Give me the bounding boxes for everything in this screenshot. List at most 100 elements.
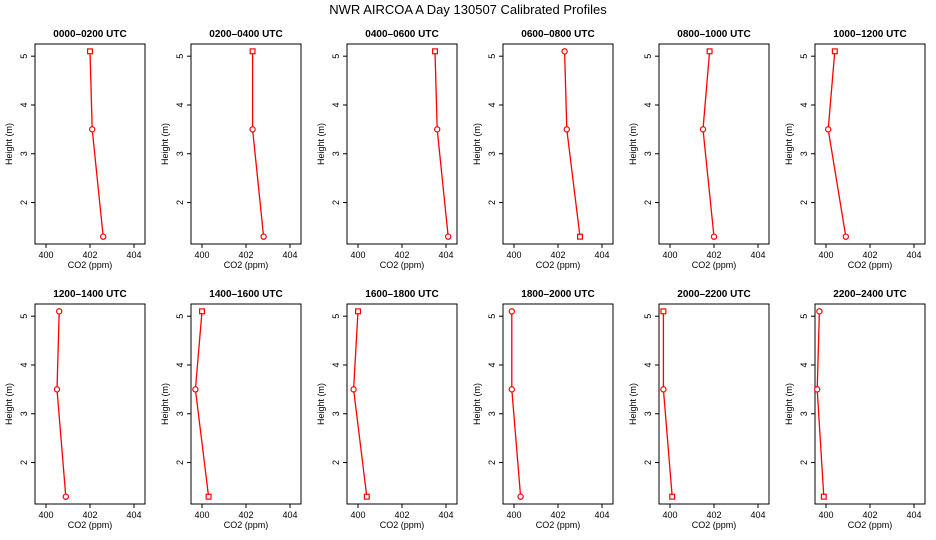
y-tick-label: 3 xyxy=(331,411,341,416)
profile-line xyxy=(194,311,210,497)
y-axis-label: Height (m) xyxy=(784,383,794,425)
panel-7: 1200–1400 UTC 400 402 404 2 3 4 5 CO2 (ppm) Heigh… xyxy=(4,289,146,530)
profile-line xyxy=(816,311,825,497)
data-point xyxy=(350,386,357,393)
y-axis-label: Height (m) xyxy=(4,123,14,165)
y-tick-label: 2 xyxy=(19,200,29,205)
x-tick-label: 404 xyxy=(438,250,453,260)
panel-2: 0200–0400 UTC 400 402 404 2 3 4 5 CO2 (ppm) Heigh… xyxy=(160,29,302,270)
x-tick-label: 402 xyxy=(82,510,97,520)
x-tick-label: 404 xyxy=(594,250,609,260)
y-tick-label: 3 xyxy=(643,411,653,416)
x-tick-label: 400 xyxy=(350,510,365,520)
y-tick-label: 5 xyxy=(331,314,341,319)
data-point xyxy=(508,308,515,315)
x-axis-label: CO2 (ppm) xyxy=(692,260,737,270)
x-tick-label: 402 xyxy=(82,250,97,260)
x-tick-label: 402 xyxy=(394,510,409,520)
y-tick-label: 4 xyxy=(799,362,809,367)
data-point xyxy=(825,126,832,133)
y-tick-label: 4 xyxy=(19,362,29,367)
data-point xyxy=(205,493,212,500)
x-tick-label: 404 xyxy=(750,250,765,260)
plot-frame xyxy=(190,43,302,245)
panel-title: 0200–0400 UTC xyxy=(209,29,282,40)
data-point xyxy=(816,308,823,315)
y-tick-label: 2 xyxy=(19,460,29,465)
y-tick-label: 2 xyxy=(643,460,653,465)
data-point xyxy=(699,126,707,133)
profile-line xyxy=(702,51,715,237)
plot-frame xyxy=(34,303,146,505)
data-point xyxy=(660,308,667,315)
x-tick-label: 404 xyxy=(594,510,609,520)
panel-11: 2000–2200 UTC 400 402 404 2 3 4 5 CO2 (ppm) Heigh… xyxy=(628,289,770,530)
y-tick-label: 5 xyxy=(175,54,185,59)
panel-title: 2200–2400 UTC xyxy=(833,289,906,300)
x-tick-label: 402 xyxy=(238,510,253,520)
profile-line xyxy=(434,51,449,237)
y-tick-label: 4 xyxy=(487,362,497,367)
data-point xyxy=(355,308,362,315)
y-tick-label: 5 xyxy=(175,314,185,319)
x-tick-label: 400 xyxy=(506,250,521,260)
x-tick-label: 400 xyxy=(194,510,209,520)
y-tick-label: 2 xyxy=(487,200,497,205)
data-point xyxy=(192,386,199,393)
y-tick-label: 2 xyxy=(175,200,185,205)
y-tick-label: 3 xyxy=(331,151,341,156)
plot-frame xyxy=(814,43,926,245)
profile-line xyxy=(89,51,104,237)
figure-title: NWR AIRCOA A Day 130507 Calibrated Profi… xyxy=(329,2,607,17)
data-point xyxy=(831,48,838,55)
y-tick-label: 5 xyxy=(487,54,497,59)
y-axis-label: Height (m) xyxy=(472,383,482,425)
panel-title: 0800–1000 UTC xyxy=(677,29,750,40)
y-axis-label: Height (m) xyxy=(628,383,638,425)
y-axis-label: Height (m) xyxy=(472,123,482,165)
x-tick-label: 400 xyxy=(662,250,677,260)
data-point xyxy=(669,493,676,500)
y-tick-label: 4 xyxy=(175,102,185,107)
plot-frame xyxy=(346,43,458,245)
x-axis-label: CO2 (ppm) xyxy=(68,520,113,530)
x-tick-label: 402 xyxy=(394,250,409,260)
data-point xyxy=(561,48,568,55)
y-tick-label: 2 xyxy=(331,460,341,465)
y-tick-label: 2 xyxy=(799,460,809,465)
x-tick-label: 404 xyxy=(906,250,921,260)
panel-title: 1800–2000 UTC xyxy=(521,289,594,300)
x-tick-label: 404 xyxy=(282,510,297,520)
x-tick-label: 404 xyxy=(126,250,141,260)
plot-frame xyxy=(658,303,770,505)
y-tick-label: 3 xyxy=(19,411,29,416)
profile-line xyxy=(511,311,522,497)
y-tick-label: 5 xyxy=(19,314,29,319)
y-tick-label: 3 xyxy=(643,151,653,156)
y-tick-label: 5 xyxy=(799,314,809,319)
x-tick-label: 400 xyxy=(194,250,209,260)
data-point xyxy=(249,48,256,55)
y-tick-label: 3 xyxy=(175,151,185,156)
y-tick-label: 3 xyxy=(19,151,29,156)
y-axis-label: Height (m) xyxy=(628,123,638,165)
y-tick-label: 4 xyxy=(331,102,341,107)
x-axis-label: CO2 (ppm) xyxy=(380,520,425,530)
x-tick-label: 404 xyxy=(438,510,453,520)
data-point xyxy=(842,233,850,240)
y-axis-label: Height (m) xyxy=(160,123,170,165)
panel-title: 1600–1800 UTC xyxy=(365,289,438,300)
y-tick-label: 5 xyxy=(487,314,497,319)
y-tick-label: 5 xyxy=(19,54,29,59)
x-tick-label: 402 xyxy=(238,250,253,260)
panel-5: 0800–1000 UTC 400 402 404 2 3 4 5 CO2 (ppm) Heigh… xyxy=(628,29,770,270)
x-tick-label: 402 xyxy=(550,250,565,260)
panel-9: 1600–1800 UTC 400 402 404 2 3 4 5 CO2 (ppm) Heigh… xyxy=(316,289,458,530)
y-tick-label: 4 xyxy=(175,362,185,367)
y-tick-label: 5 xyxy=(331,54,341,59)
data-point xyxy=(260,233,267,240)
y-axis-label: Height (m) xyxy=(160,383,170,425)
y-tick-label: 2 xyxy=(643,200,653,205)
y-tick-label: 4 xyxy=(643,102,653,107)
x-tick-label: 402 xyxy=(862,510,877,520)
